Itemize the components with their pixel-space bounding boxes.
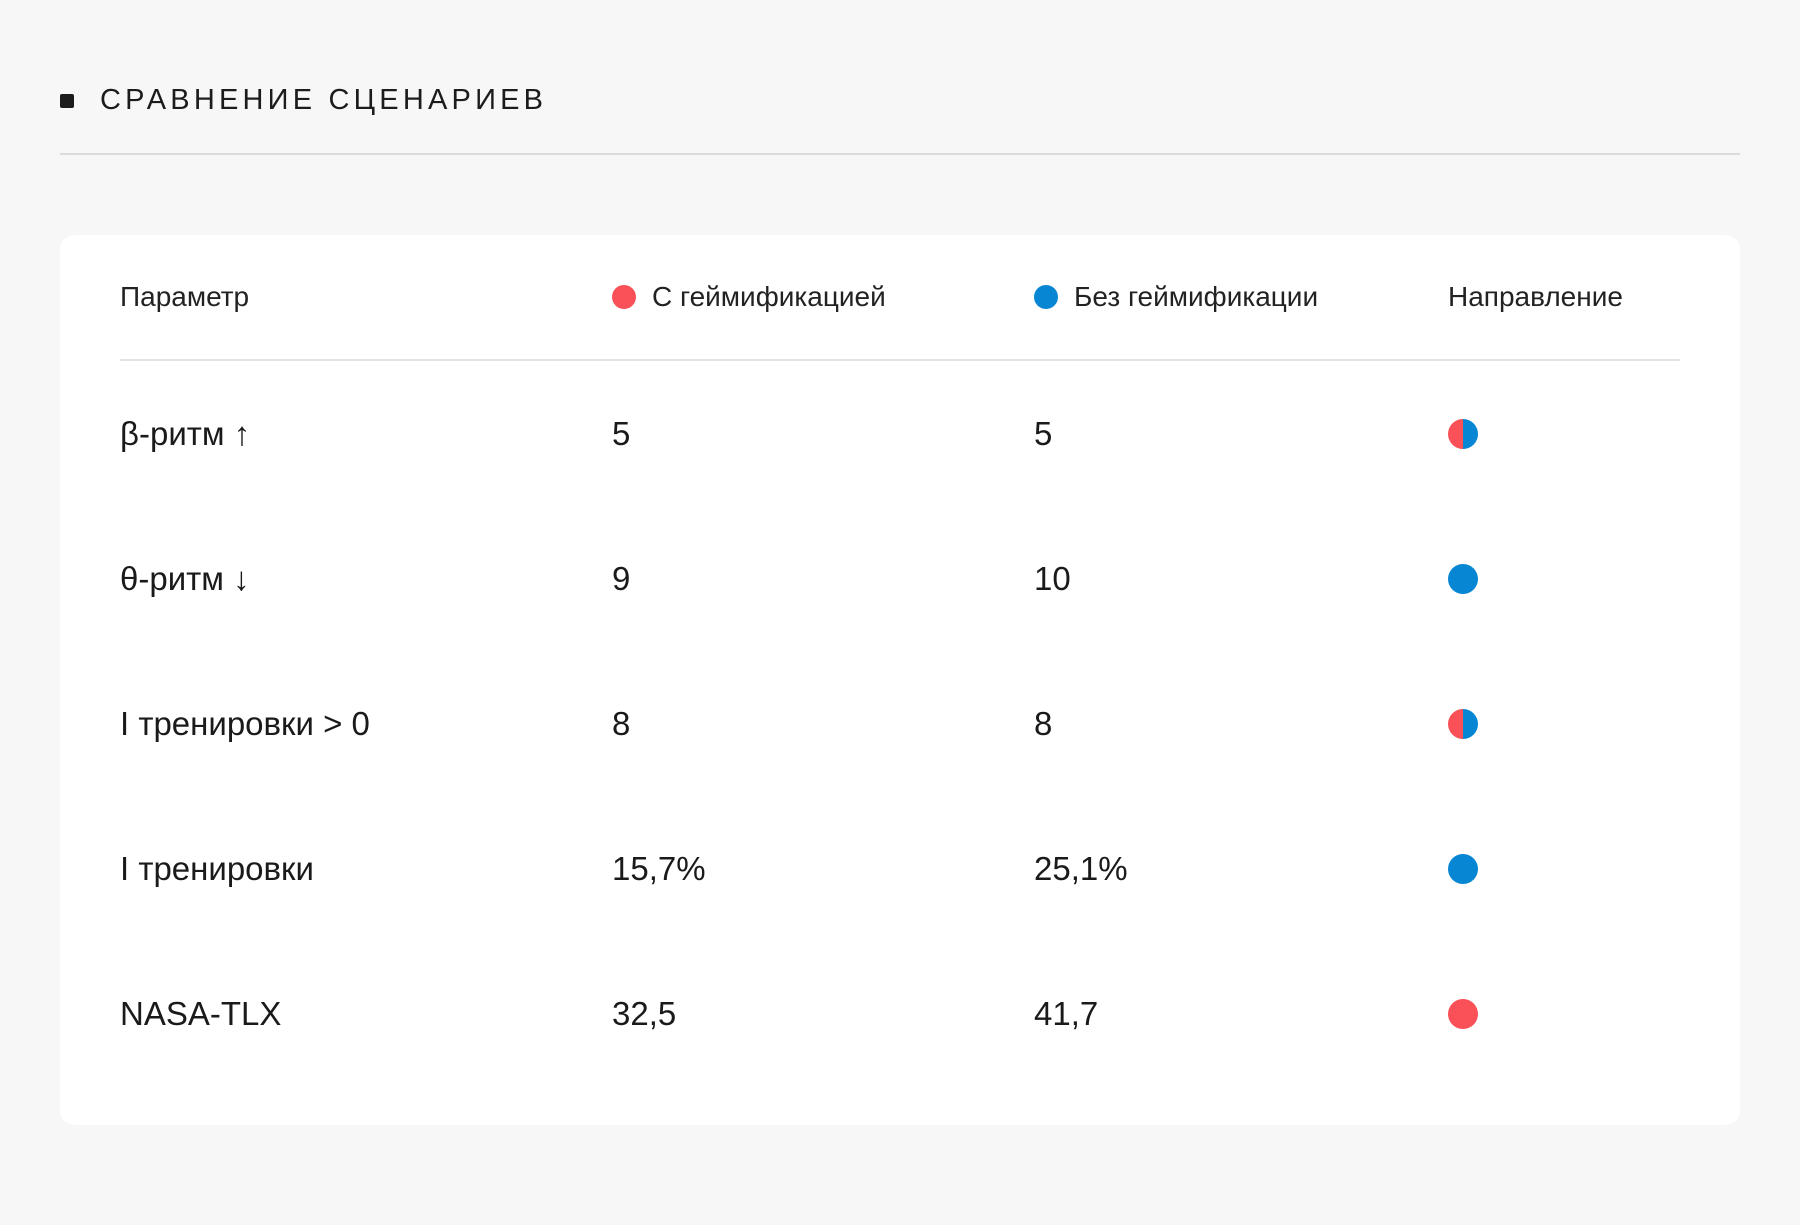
header-non-gamified-label: Без геймификации bbox=[1074, 281, 1319, 312]
header-gamified-label: С геймификацией bbox=[652, 281, 886, 312]
direction-dot-icon bbox=[1448, 418, 1478, 449]
cell-gamified: 5 bbox=[612, 414, 631, 452]
table-row: β-ритм ↑ 5 5 bbox=[120, 361, 1680, 506]
comparison-card: Параметр С геймификацией Без геймификаци… bbox=[60, 235, 1740, 1125]
header-parameter: Параметр bbox=[120, 281, 250, 312]
header-gamified: С геймификацией bbox=[612, 235, 886, 359]
cell-parameter: β-ритм ↑ bbox=[120, 414, 251, 452]
cell-direction bbox=[1448, 796, 1478, 941]
cell-gamified: 32,5 bbox=[612, 994, 677, 1032]
gamified-legend-dot-icon bbox=[612, 285, 636, 309]
cell-parameter: I тренировки bbox=[120, 849, 314, 887]
comparison-table: Параметр С геймификацией Без геймификаци… bbox=[120, 235, 1680, 1086]
section-header: СРАВНЕНИЕ СЦЕНАРИЕВ bbox=[60, 86, 547, 115]
section-marker-icon bbox=[60, 93, 74, 108]
table-row: θ-ритм ↓ 9 10 bbox=[120, 506, 1680, 651]
direction-dot-icon bbox=[1448, 998, 1478, 1029]
direction-dot-icon bbox=[1448, 708, 1478, 739]
table-header: Параметр С геймификацией Без геймификаци… bbox=[120, 235, 1680, 361]
header-direction: Направление bbox=[1448, 281, 1623, 312]
header-non-gamified: Без геймификации bbox=[1034, 235, 1318, 359]
cell-parameter: I тренировки > 0 bbox=[120, 704, 370, 742]
cell-parameter: θ-ритм ↓ bbox=[120, 559, 250, 597]
section-divider bbox=[60, 153, 1740, 155]
cell-direction bbox=[1448, 941, 1478, 1086]
cell-direction bbox=[1448, 651, 1478, 796]
direction-dot-icon bbox=[1448, 853, 1478, 884]
page: СРАВНЕНИЕ СЦЕНАРИЕВ Параметр С геймифика… bbox=[60, 0, 1740, 1225]
cell-non-gamified: 41,7 bbox=[1034, 994, 1099, 1032]
table-row: I тренировки 15,7% 25,1% bbox=[120, 796, 1680, 941]
section-title: СРАВНЕНИЕ СЦЕНАРИЕВ bbox=[100, 84, 548, 116]
table-body: β-ритм ↑ 5 5 θ-ритм ↓ 9 10 I трени bbox=[120, 361, 1680, 1086]
cell-direction bbox=[1448, 361, 1478, 506]
cell-gamified: 9 bbox=[612, 559, 631, 597]
non-gamified-legend-dot-icon bbox=[1034, 285, 1058, 309]
cell-gamified: 15,7% bbox=[612, 849, 706, 887]
cell-non-gamified: 5 bbox=[1034, 414, 1053, 452]
cell-non-gamified: 10 bbox=[1034, 559, 1071, 597]
cell-gamified: 8 bbox=[612, 704, 631, 742]
direction-dot-icon bbox=[1448, 563, 1478, 594]
cell-parameter: NASA-TLX bbox=[120, 994, 282, 1032]
table-row: I тренировки > 0 8 8 bbox=[120, 651, 1680, 796]
cell-non-gamified: 25,1% bbox=[1034, 849, 1128, 887]
cell-non-gamified: 8 bbox=[1034, 704, 1053, 742]
table-row: NASA-TLX 32,5 41,7 bbox=[120, 941, 1680, 1086]
cell-direction bbox=[1448, 506, 1478, 651]
